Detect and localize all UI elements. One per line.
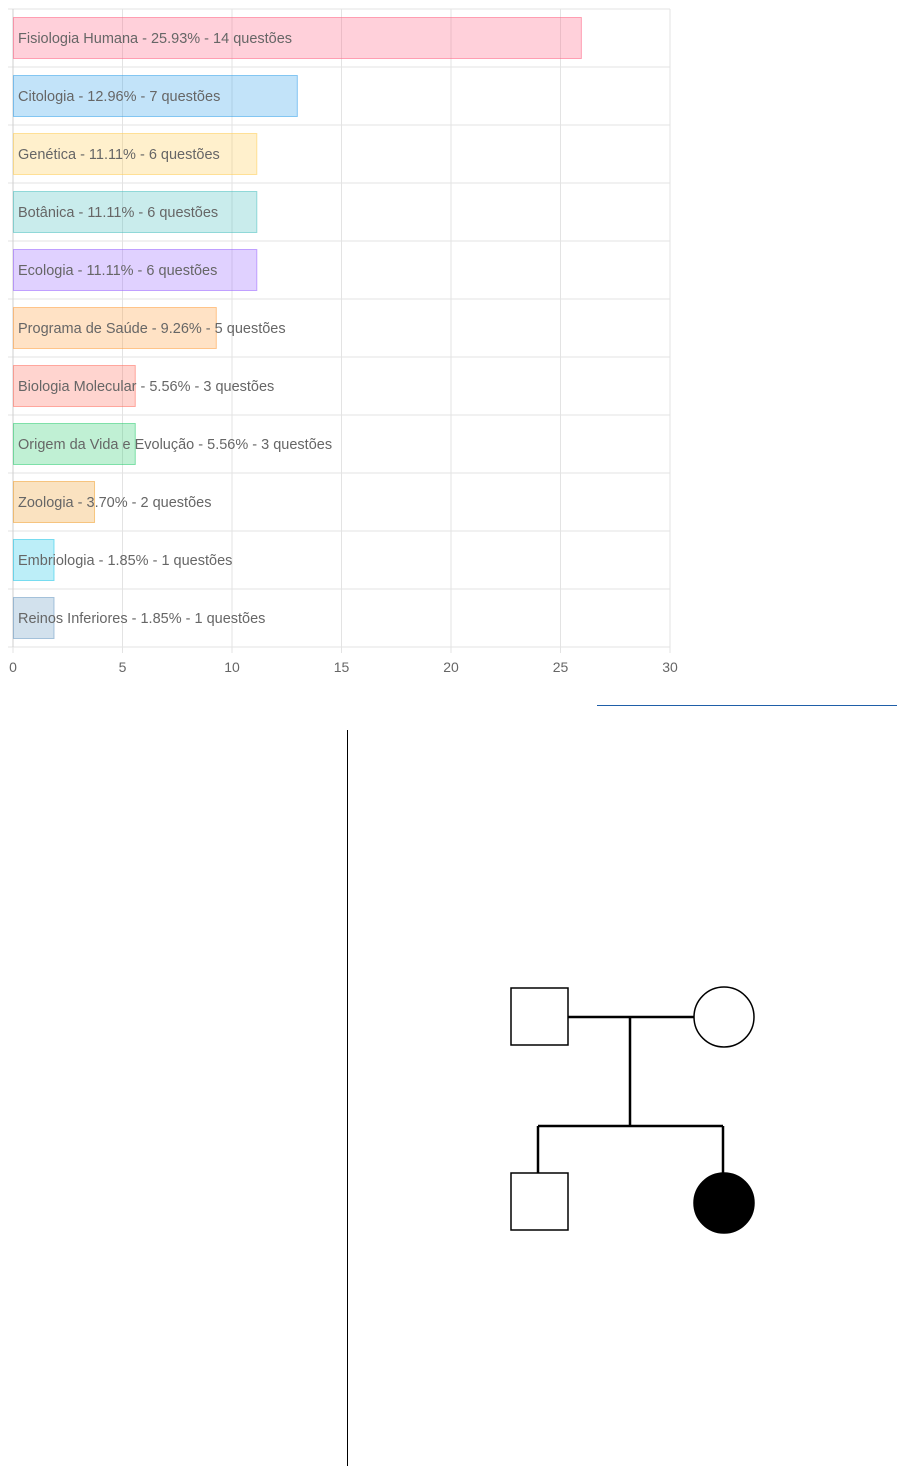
father-square xyxy=(510,987,569,1046)
bar-chart: 0 5 10 15 20 25 30 Fisiologia Humana - 25.93% -… xyxy=(0,0,897,690)
link-underline[interactable] xyxy=(597,705,897,706)
bar-label: Biologia Molecular - 5.56% - 3 questões xyxy=(18,379,274,395)
bar-label: Origem da Vida e Evolução - 5.56% - 3 qu… xyxy=(18,437,332,453)
bar xyxy=(13,249,258,291)
bar xyxy=(13,17,582,59)
x-tick-label: 10 xyxy=(224,659,240,675)
bar xyxy=(13,307,217,349)
bar-chart-svg: 0 5 10 15 20 25 30 Fisiologia Humana - 25.93% -… xyxy=(8,8,678,675)
vertical-divider xyxy=(347,730,348,1466)
x-tick-label: 30 xyxy=(662,659,678,675)
bar xyxy=(13,75,298,117)
bar-label: Programa de Saúde - 9.26% - 5 questões xyxy=(18,321,286,337)
bar-label: Zoologia - 3.70% - 2 questões xyxy=(18,495,211,511)
son-square xyxy=(510,1172,569,1231)
bar xyxy=(13,539,55,581)
bar-label: Embriologia - 1.85% - 1 questões xyxy=(18,553,232,569)
mother-circle xyxy=(693,986,755,1048)
x-tick-label: 5 xyxy=(119,659,127,675)
bar-label: Reinos Inferiores - 1.85% - 1 questões xyxy=(18,611,265,627)
bar-label: Fisiologia Humana - 25.93% - 14 questões xyxy=(18,31,292,47)
bar-label: Genética - 11.11% - 6 questões xyxy=(18,147,220,163)
bar xyxy=(13,481,96,523)
affected-daughter-circle xyxy=(693,1172,755,1234)
x-tick-label: 25 xyxy=(553,659,569,675)
bar-label: Botânica - 11.11% - 6 questões xyxy=(18,205,218,221)
x-tick-label: 0 xyxy=(9,659,17,675)
bar xyxy=(13,365,136,407)
bar xyxy=(13,423,136,465)
bar-label: Ecologia - 11.11% - 6 questões xyxy=(18,263,217,279)
x-tick-label: 20 xyxy=(443,659,459,675)
bar-label: Citologia - 12.96% - 7 questões xyxy=(18,89,220,105)
x-tick-label: 15 xyxy=(334,659,350,675)
bar xyxy=(13,191,258,233)
bar xyxy=(13,597,55,639)
bar xyxy=(13,133,258,175)
